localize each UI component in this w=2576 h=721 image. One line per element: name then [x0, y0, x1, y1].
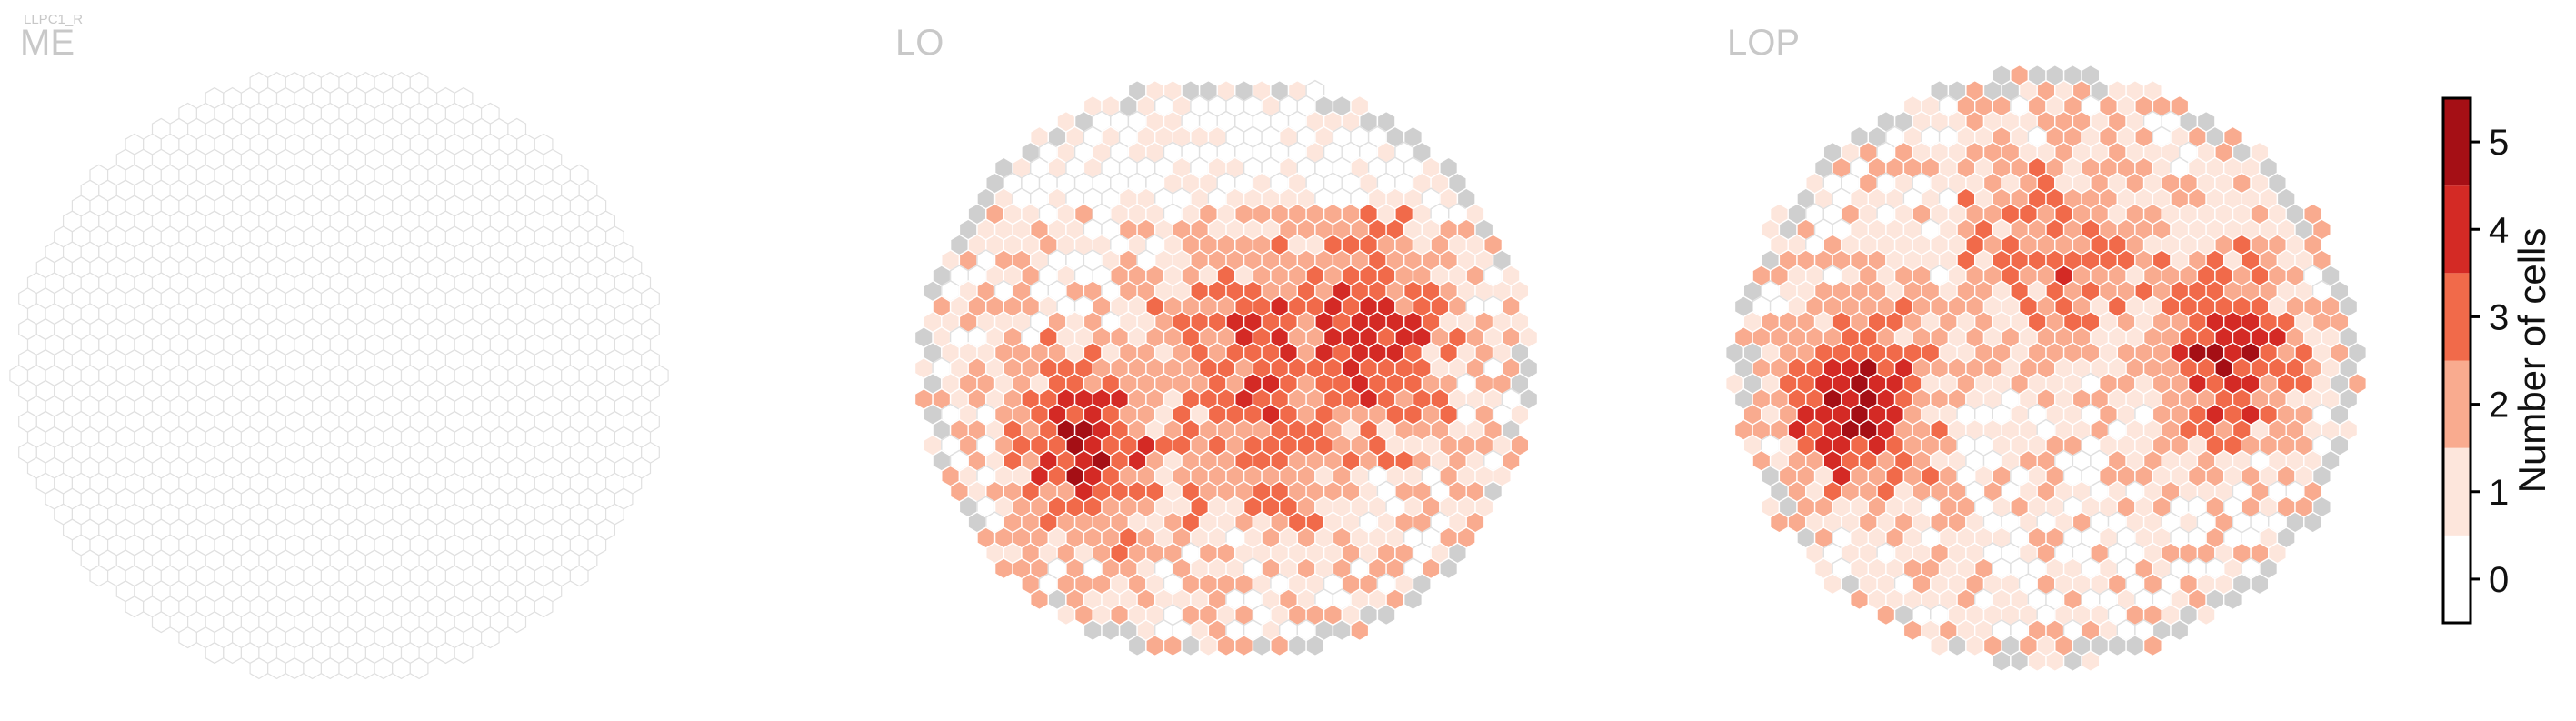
colorbar-ticks: 0 1 2 3 4 5 [2471, 123, 2509, 600]
hex-cell [1769, 511, 1789, 534]
hex-cell [1101, 619, 1121, 642]
hex-cell [2222, 588, 2243, 611]
hex-cell [223, 642, 242, 665]
hex-cell [1056, 604, 1076, 626]
hex-cell [2142, 634, 2162, 657]
hex-cell [454, 642, 474, 665]
hex-map-lop [1724, 64, 2368, 673]
hex-cell [1270, 634, 1290, 657]
hex-cell [1083, 619, 1103, 642]
hex-cell [1216, 634, 1236, 657]
hex-cell [338, 657, 358, 680]
hex-cell [1876, 604, 1896, 626]
hex-cell [1849, 588, 1870, 611]
hex-map-lo [914, 79, 1539, 657]
hex-cell [993, 557, 1013, 580]
hex-cell [356, 657, 375, 680]
hex-cell [1930, 634, 1950, 657]
colorbar-bin-0 [2443, 535, 2471, 623]
panel-title-me: ME [20, 23, 75, 63]
hex-cell [1403, 588, 1423, 611]
hex-cell [1029, 588, 1050, 611]
colorbar-bin-3 [2443, 273, 2471, 361]
hex-cell [320, 657, 340, 680]
hex-cell [534, 596, 554, 618]
hex-cell [2170, 619, 2190, 642]
colorbar-tick-label: 2 [2489, 386, 2509, 426]
hex-cell [303, 657, 322, 680]
hex-cell [1198, 634, 1218, 657]
hex-cell [1439, 557, 1459, 580]
colorbar-tick-label: 4 [2489, 210, 2509, 250]
colorbar-bin-4 [2443, 185, 2471, 274]
hex-cell [1376, 604, 1396, 626]
hex-cell [1965, 634, 1985, 657]
hex-cell [1145, 634, 1165, 657]
hex-cell [569, 565, 589, 587]
panel-title-lo: LO [895, 23, 944, 63]
hex-cell [1822, 573, 1842, 596]
hex-cell [480, 626, 500, 649]
colorbar-label: Number of cells [2511, 228, 2553, 494]
hex-cell [392, 657, 411, 680]
hex-cell [125, 596, 145, 618]
hex-cell [2250, 573, 2270, 596]
hex-cell [1287, 634, 1307, 657]
colorbar-bins [2443, 98, 2471, 623]
hex-cell [1992, 649, 2012, 673]
colorbar-bin-1 [2443, 447, 2471, 536]
hex-cell [1163, 634, 1183, 657]
hex-cell [205, 642, 225, 665]
hex-cell [1181, 634, 1201, 657]
hex-cell [2303, 511, 2323, 534]
hex-cell [249, 657, 269, 680]
hex-cell [507, 611, 527, 634]
hex-cell [1902, 619, 1922, 642]
hex-cell [2196, 604, 2216, 626]
hex-cell [2062, 649, 2082, 673]
colorbar-tick-label: 5 [2489, 123, 2509, 163]
hex-cell [285, 657, 305, 680]
colorbar-tick-label: 3 [2489, 297, 2509, 337]
hex-cell [2125, 634, 2145, 657]
hex-cell [1350, 619, 1370, 642]
colorbar-tick-label: 1 [2489, 473, 2509, 513]
colorbar-tick-label: 0 [2489, 560, 2509, 600]
colorbar-frame [2441, 96, 2472, 625]
cell-type-label: LLPC1_R [24, 12, 83, 27]
hex-cell [1252, 634, 1272, 657]
hex-map-me [9, 71, 669, 680]
hex-cell [1947, 634, 1967, 657]
hex-cell [374, 657, 394, 680]
hex-cell [178, 626, 197, 649]
hex-cell [2027, 649, 2047, 673]
hex-cell [2081, 649, 2101, 673]
hex-cell [1234, 634, 1254, 657]
colorbar-bin-5 [2443, 98, 2471, 186]
hex-cell [2010, 649, 2030, 673]
hex-cell [2107, 634, 2127, 657]
hex-cell [2045, 649, 2065, 673]
colorbar: 0 1 2 3 4 5 Number of cells [2441, 96, 2553, 625]
hex-cell [1305, 634, 1325, 657]
hex-cell [1332, 619, 1352, 642]
colorbar-bin-2 [2443, 360, 2471, 448]
hex-cell [267, 657, 286, 680]
hex-cell [436, 642, 455, 665]
panel-title-lop: LOP [1727, 23, 1800, 63]
hex-cell [1127, 634, 1147, 657]
hex-cell [89, 565, 109, 587]
hex-cell [151, 611, 171, 634]
hex-cell [409, 657, 429, 680]
